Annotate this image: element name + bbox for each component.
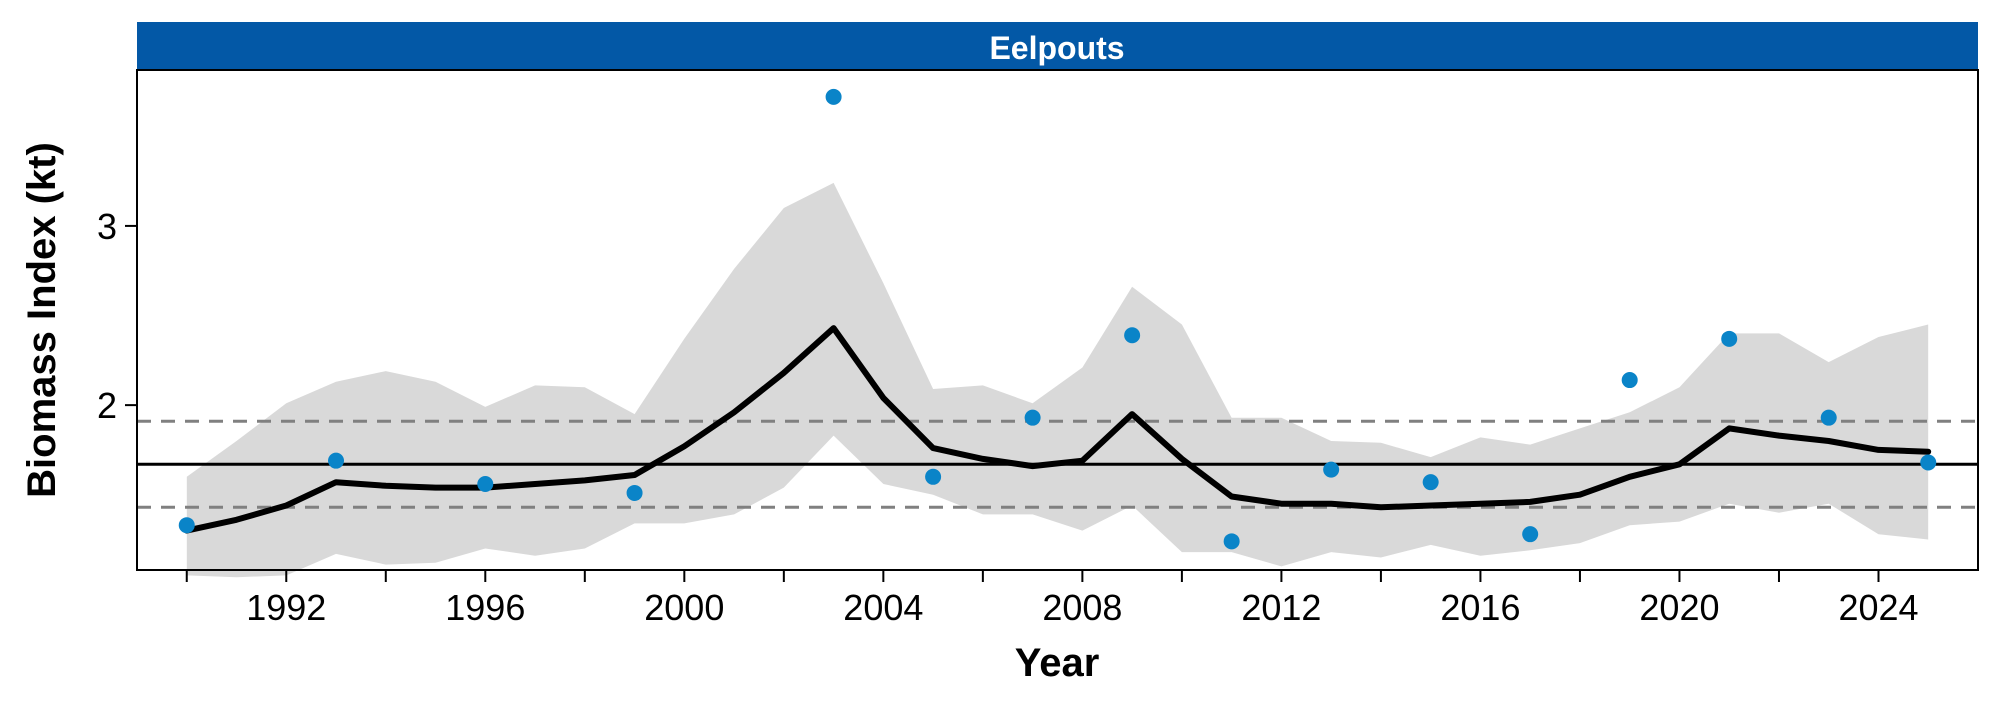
band-layer — [186, 182, 1929, 578]
x-tick-label: 2020 — [1639, 587, 1719, 628]
x-tick-label: 2000 — [644, 587, 724, 628]
x-tick-label: 2008 — [1042, 587, 1122, 628]
data-point — [1024, 409, 1041, 426]
strip-background — [137, 22, 1978, 70]
data-point — [328, 452, 345, 469]
x-tick-label: 2004 — [843, 587, 923, 628]
data-point — [825, 88, 842, 105]
y-axis-title: Biomass Index (kt) — [20, 142, 64, 498]
x-axis: 1992 1996 2000 2004 2008 2012 2016 2020 2024 — [185, 570, 1919, 628]
data-point — [626, 484, 643, 501]
x-tick-label: 1996 — [445, 587, 525, 628]
points-layer — [178, 88, 1937, 550]
data-point — [178, 517, 195, 534]
trend-layer — [183, 325, 1932, 534]
data-point — [1920, 454, 1937, 471]
panel-title: Eelpouts — [989, 30, 1124, 66]
plot-border — [136, 69, 1979, 571]
data-point — [1323, 461, 1340, 478]
y-tick-label: 2 — [97, 385, 117, 426]
y-axis: 23 — [97, 206, 137, 426]
data-point — [1223, 533, 1240, 550]
trend-line — [183, 325, 1932, 534]
data-point — [477, 475, 494, 492]
data-point — [1721, 330, 1738, 347]
data-point — [925, 468, 942, 485]
data-point — [1422, 474, 1439, 491]
x-tick-label: 2024 — [1838, 587, 1918, 628]
y-tick-label: 3 — [97, 206, 117, 247]
x-axis-title: Year — [1015, 641, 1100, 685]
data-point — [1124, 327, 1141, 344]
x-tick-label: 1992 — [246, 587, 326, 628]
x-tick-label: 2012 — [1241, 587, 1321, 628]
data-point — [1621, 372, 1638, 389]
data-point — [1522, 526, 1539, 543]
data-point — [1820, 409, 1837, 426]
x-tick-label: 2016 — [1440, 587, 1520, 628]
confidence-band — [186, 182, 1929, 578]
